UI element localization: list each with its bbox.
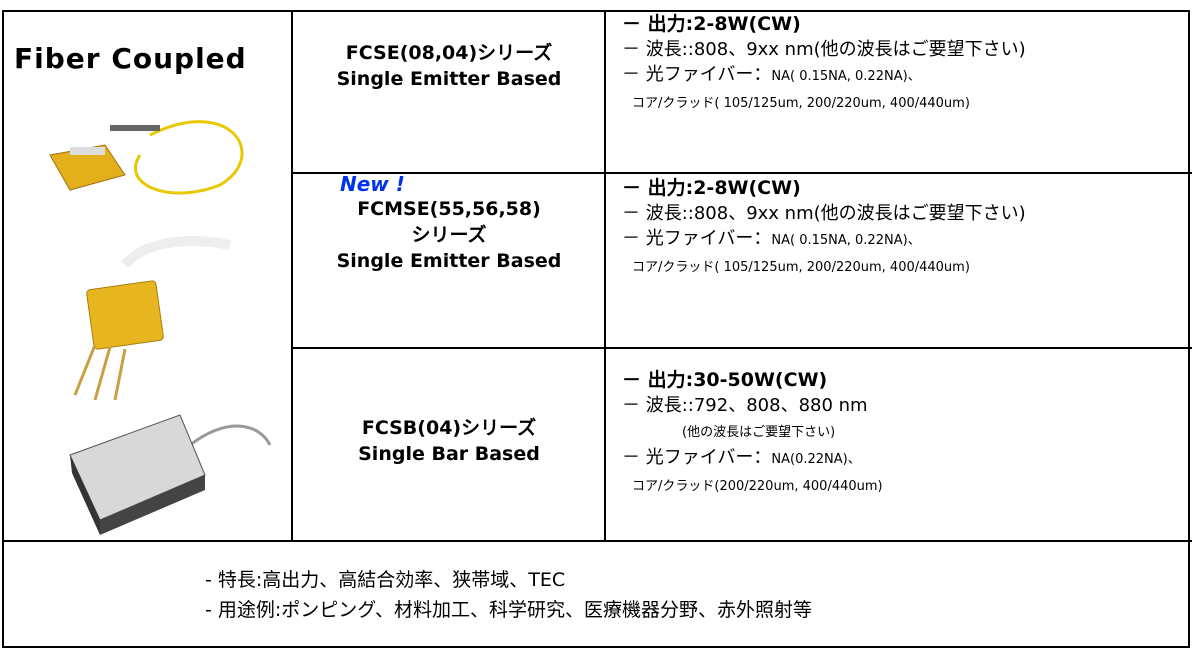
- basis: Single Bar Based: [358, 443, 540, 465]
- series-name: FCMSE(55,56,58): [357, 198, 541, 220]
- spec-detail: コア/クラッド(200/220um, 400/440um): [632, 479, 883, 494]
- spec-line: － 光ファイバー：NA(0.22NA)、: [622, 445, 883, 472]
- spec-line: － 波長::792、808、880 nm: [622, 393, 883, 418]
- product-name: FCSE(08,04)シリーズ Single Emitter Based: [294, 40, 604, 92]
- spec-detail: コア/クラッド( 105/125um, 200/220um, 400/440um…: [632, 260, 970, 275]
- spec-line: コア/クラッド( 105/125um, 200/220um, 400/440um…: [622, 89, 1026, 116]
- feature: - 用途例:ポンピング、材料加工、科学研究、医療機器分野、赤外照射等: [205, 599, 812, 621]
- spec-list: － 出力:30-50W(CW)－ 波長::792、808、880 nm(他の波長…: [622, 368, 883, 499]
- spec-line: (他の波長はご要望下さい): [622, 418, 883, 445]
- basis: Single Emitter Based: [336, 68, 562, 90]
- spec-detail: (他の波長はご要望下さい): [682, 425, 836, 440]
- product-name: FCSB(04)シリーズ Single Bar Based: [294, 415, 604, 467]
- spec-detail: NA( 0.15NA, 0.22NA)、: [771, 69, 921, 84]
- title: Fiber Coupled: [14, 42, 247, 75]
- series-name: FCSE(08,04)シリーズ: [345, 42, 553, 64]
- spec-main: － 光ファイバー：: [622, 447, 772, 468]
- spec-detail: NA( 0.15NA, 0.22NA)、: [771, 233, 921, 248]
- series-name: シリーズ: [411, 224, 487, 246]
- spec-line: － 出力:2-8W(CW): [622, 12, 1026, 37]
- basis: Single Emitter Based: [336, 250, 562, 272]
- spec-line: － 波長::808、9xx nm(他の波長はご要望下さい): [622, 201, 1026, 226]
- spec-line: － 出力:2-8W(CW): [622, 176, 1026, 201]
- spec-list: － 出力:2-8W(CW)－ 波長::808、9xx nm(他の波長はご要望下さ…: [622, 12, 1026, 116]
- spec-main: － 波長::792、808、880 nm: [622, 395, 868, 416]
- divider: [291, 10, 293, 542]
- new-badge: New !: [340, 172, 405, 196]
- product-name: FCMSE(55,56,58) シリーズ Single Emitter Base…: [294, 196, 604, 274]
- spec-main: － 波長::808、9xx nm(他の波長はご要望下さい): [622, 39, 1026, 60]
- divider: [291, 172, 1192, 174]
- module-image-1: [49, 120, 244, 195]
- spec-line: － 波長::808、9xx nm(他の波長はご要望下さい): [622, 37, 1026, 62]
- spec-line: － 光ファイバー：NA( 0.15NA, 0.22NA)、: [622, 62, 1026, 89]
- module-image-3: [69, 414, 272, 535]
- features: - 特長:高出力、高結合効率、狭帯域、TEC - 用途例:ポンピング、材料加工、…: [205, 565, 812, 625]
- spec-detail: NA(0.22NA)、: [771, 452, 861, 467]
- spec-main: － 出力:2-8W(CW): [622, 177, 801, 199]
- product-images: [49, 120, 272, 535]
- spec-list: － 出力:2-8W(CW)－ 波長::808、9xx nm(他の波長はご要望下さ…: [622, 176, 1026, 280]
- spec-main: － 光ファイバー：: [622, 64, 772, 85]
- spec-main: － 出力:2-8W(CW): [622, 13, 801, 35]
- spec-line: － 出力:30-50W(CW): [622, 368, 883, 393]
- module-image-2: [73, 236, 231, 401]
- table-frame: [2, 10, 1190, 648]
- spec-line: コア/クラッド( 105/125um, 200/220um, 400/440um…: [622, 253, 1026, 280]
- spec-line: コア/クラッド(200/220um, 400/440um): [622, 472, 883, 499]
- spec-detail: コア/クラッド( 105/125um, 200/220um, 400/440um…: [632, 96, 970, 111]
- spec-main: － 出力:30-50W(CW): [622, 369, 828, 391]
- spec-main: － 光ファイバー：: [622, 228, 772, 249]
- spec-main: － 波長::808、9xx nm(他の波長はご要望下さい): [622, 203, 1026, 224]
- divider: [604, 10, 606, 542]
- feature: - 特長:高出力、高結合効率、狭帯域、TEC: [205, 569, 566, 591]
- divider: [2, 540, 1192, 542]
- series-name: FCSB(04)シリーズ: [361, 417, 537, 439]
- spec-line: － 光ファイバー：NA( 0.15NA, 0.22NA)、: [622, 226, 1026, 253]
- divider: [291, 347, 1192, 349]
